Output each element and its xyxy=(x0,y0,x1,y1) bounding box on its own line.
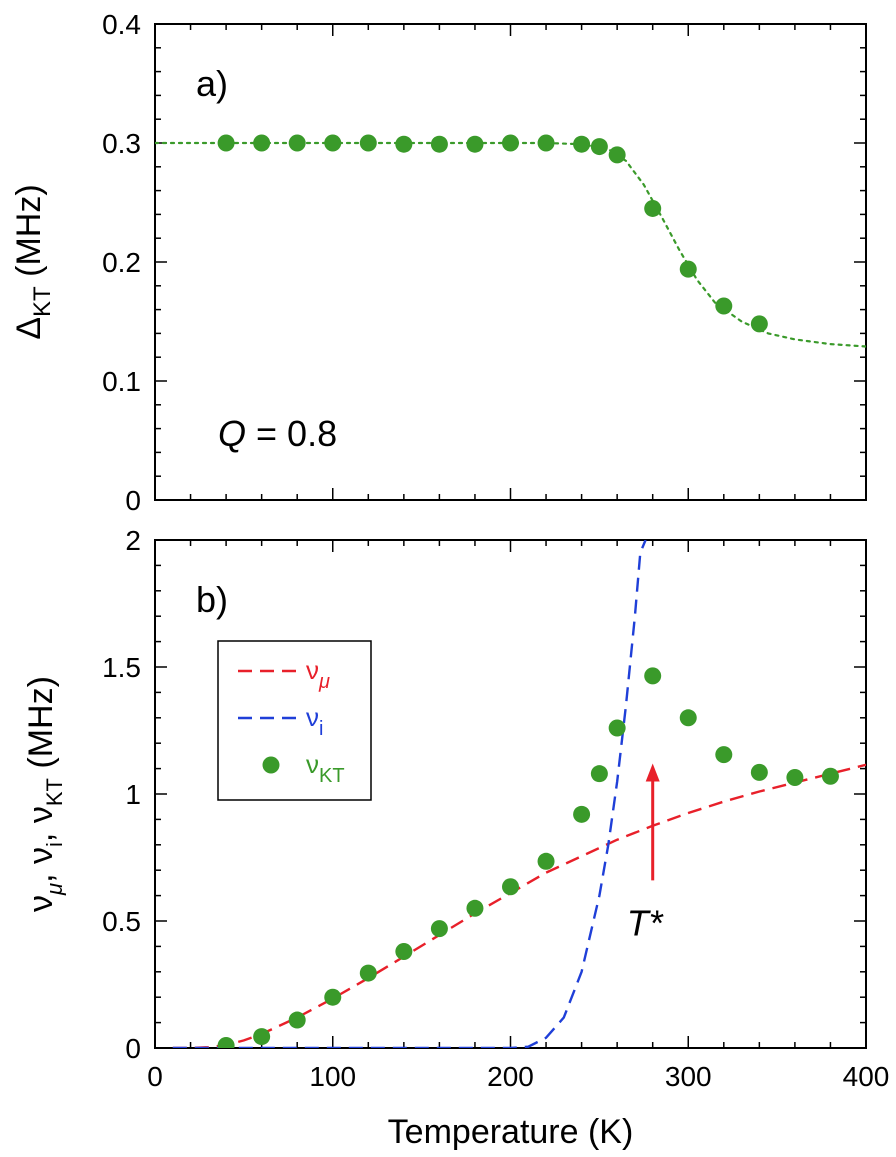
x-tick-label: 100 xyxy=(309,1061,356,1092)
y-axis-title: νμ, νi, νKT (MHz) xyxy=(22,676,67,912)
data-point xyxy=(288,1011,306,1029)
panel-b: 0 0.5 1 1.5 2 0 100 200 300 400 b) Temperature (K) ν… xyxy=(22,525,889,1151)
y-axis-title-symbol: ν xyxy=(22,806,60,823)
data-point xyxy=(288,134,306,152)
data-point xyxy=(537,134,555,152)
data-point xyxy=(430,135,448,153)
nu-i-line xyxy=(172,540,647,1048)
data-point xyxy=(502,878,519,896)
legend-label: νμ xyxy=(306,655,330,693)
y-tick-label: 0.3 xyxy=(102,128,141,159)
legend-subscript: i xyxy=(319,718,323,740)
x-tick-label: 200 xyxy=(487,1061,534,1092)
x-tick-label: 300 xyxy=(665,1061,712,1092)
y-tick-label: 0 xyxy=(125,485,141,516)
data-point xyxy=(324,988,342,1006)
panel-label: b) xyxy=(196,579,228,620)
q-value: = 0.8 xyxy=(246,413,337,454)
legend-symbol: ν xyxy=(306,655,319,685)
y-tick-label: 0.4 xyxy=(102,9,141,40)
y-axis-title: ΔKT (MHz) xyxy=(10,184,56,339)
data-point xyxy=(537,852,555,870)
data-point xyxy=(715,297,733,315)
data-point xyxy=(644,667,662,685)
legend-label: νi xyxy=(306,702,323,740)
data-point xyxy=(324,134,342,152)
plot-area xyxy=(172,540,866,1048)
x-tick-label: 0 xyxy=(147,1061,163,1092)
data-point xyxy=(253,134,271,152)
y-axis-title-subscript: KT xyxy=(29,286,56,317)
legend-label: νKT xyxy=(306,749,345,787)
y-axis-title-symbol: ν xyxy=(22,895,60,912)
data-point xyxy=(679,709,697,727)
y-axis-title-symbol: ν xyxy=(22,847,60,864)
data-point xyxy=(395,135,413,153)
q-annotation: Q = 0.8 xyxy=(218,413,337,454)
data-point xyxy=(821,767,839,785)
arrow-head xyxy=(645,763,660,782)
plot-area xyxy=(155,134,866,348)
legend-box xyxy=(217,640,372,801)
x-tick-label: 400 xyxy=(843,1061,890,1092)
data-point xyxy=(644,199,662,217)
panel-label: a) xyxy=(196,63,228,104)
data-point xyxy=(359,964,377,982)
y-tick-label: 0 xyxy=(125,1033,141,1064)
y-axis-title-unit: (MHz) xyxy=(10,184,48,286)
nu-mu-line xyxy=(172,763,866,1048)
y-tick-label: 0.1 xyxy=(102,366,141,397)
data-point xyxy=(750,763,768,781)
y-axis-title-subscript: μ xyxy=(42,883,67,896)
data-point xyxy=(679,260,697,278)
y-axis-title-symbol: Δ xyxy=(10,317,48,340)
y-axis-title-subscript: KT xyxy=(42,778,67,806)
data-point xyxy=(217,1036,235,1048)
y-axis-title-separator: , xyxy=(22,823,60,842)
legend-subscript: KT xyxy=(319,765,345,787)
legend-symbol: ν xyxy=(306,749,319,779)
data-point xyxy=(466,135,484,153)
data-point xyxy=(590,138,608,156)
t-star-annotation: T* xyxy=(627,903,664,944)
data-point xyxy=(590,765,608,783)
data-point xyxy=(217,134,235,152)
data-point xyxy=(395,942,413,960)
y-axis-title-subscript: i xyxy=(42,842,67,847)
x-axis-title: Temperature (K) xyxy=(388,1113,634,1151)
legend-subscript: μ xyxy=(318,671,330,693)
data-point xyxy=(430,920,448,938)
data-point xyxy=(466,899,484,917)
y-tick-label: 0.5 xyxy=(102,906,141,937)
data-point xyxy=(750,315,768,333)
data-point xyxy=(608,719,626,737)
data-point xyxy=(359,134,377,152)
y-axis-title-unit: (MHz) xyxy=(22,676,60,769)
data-point xyxy=(253,1028,271,1046)
q-symbol: Q xyxy=(218,413,246,454)
data-point xyxy=(573,135,591,153)
data-point xyxy=(786,768,804,786)
panel-a: 0 0.1 0.2 0.3 0.4 a) ΔKT (MHz) Q = 0.8 xyxy=(10,9,867,516)
legend-marker xyxy=(262,756,280,774)
fit-line xyxy=(155,141,866,348)
y-axis-title-separator xyxy=(22,769,60,778)
data-point xyxy=(502,134,519,152)
legend-symbol: ν xyxy=(306,702,319,732)
data-point xyxy=(715,746,733,764)
y-tick-label: 1 xyxy=(125,779,141,810)
y-axis-title-separator: , xyxy=(22,864,60,883)
y-tick-label: 1.5 xyxy=(102,652,141,683)
data-point xyxy=(573,805,591,823)
y-tick-label: 2 xyxy=(125,525,141,556)
y-tick-label: 0.2 xyxy=(102,247,141,278)
data-point xyxy=(608,146,626,164)
